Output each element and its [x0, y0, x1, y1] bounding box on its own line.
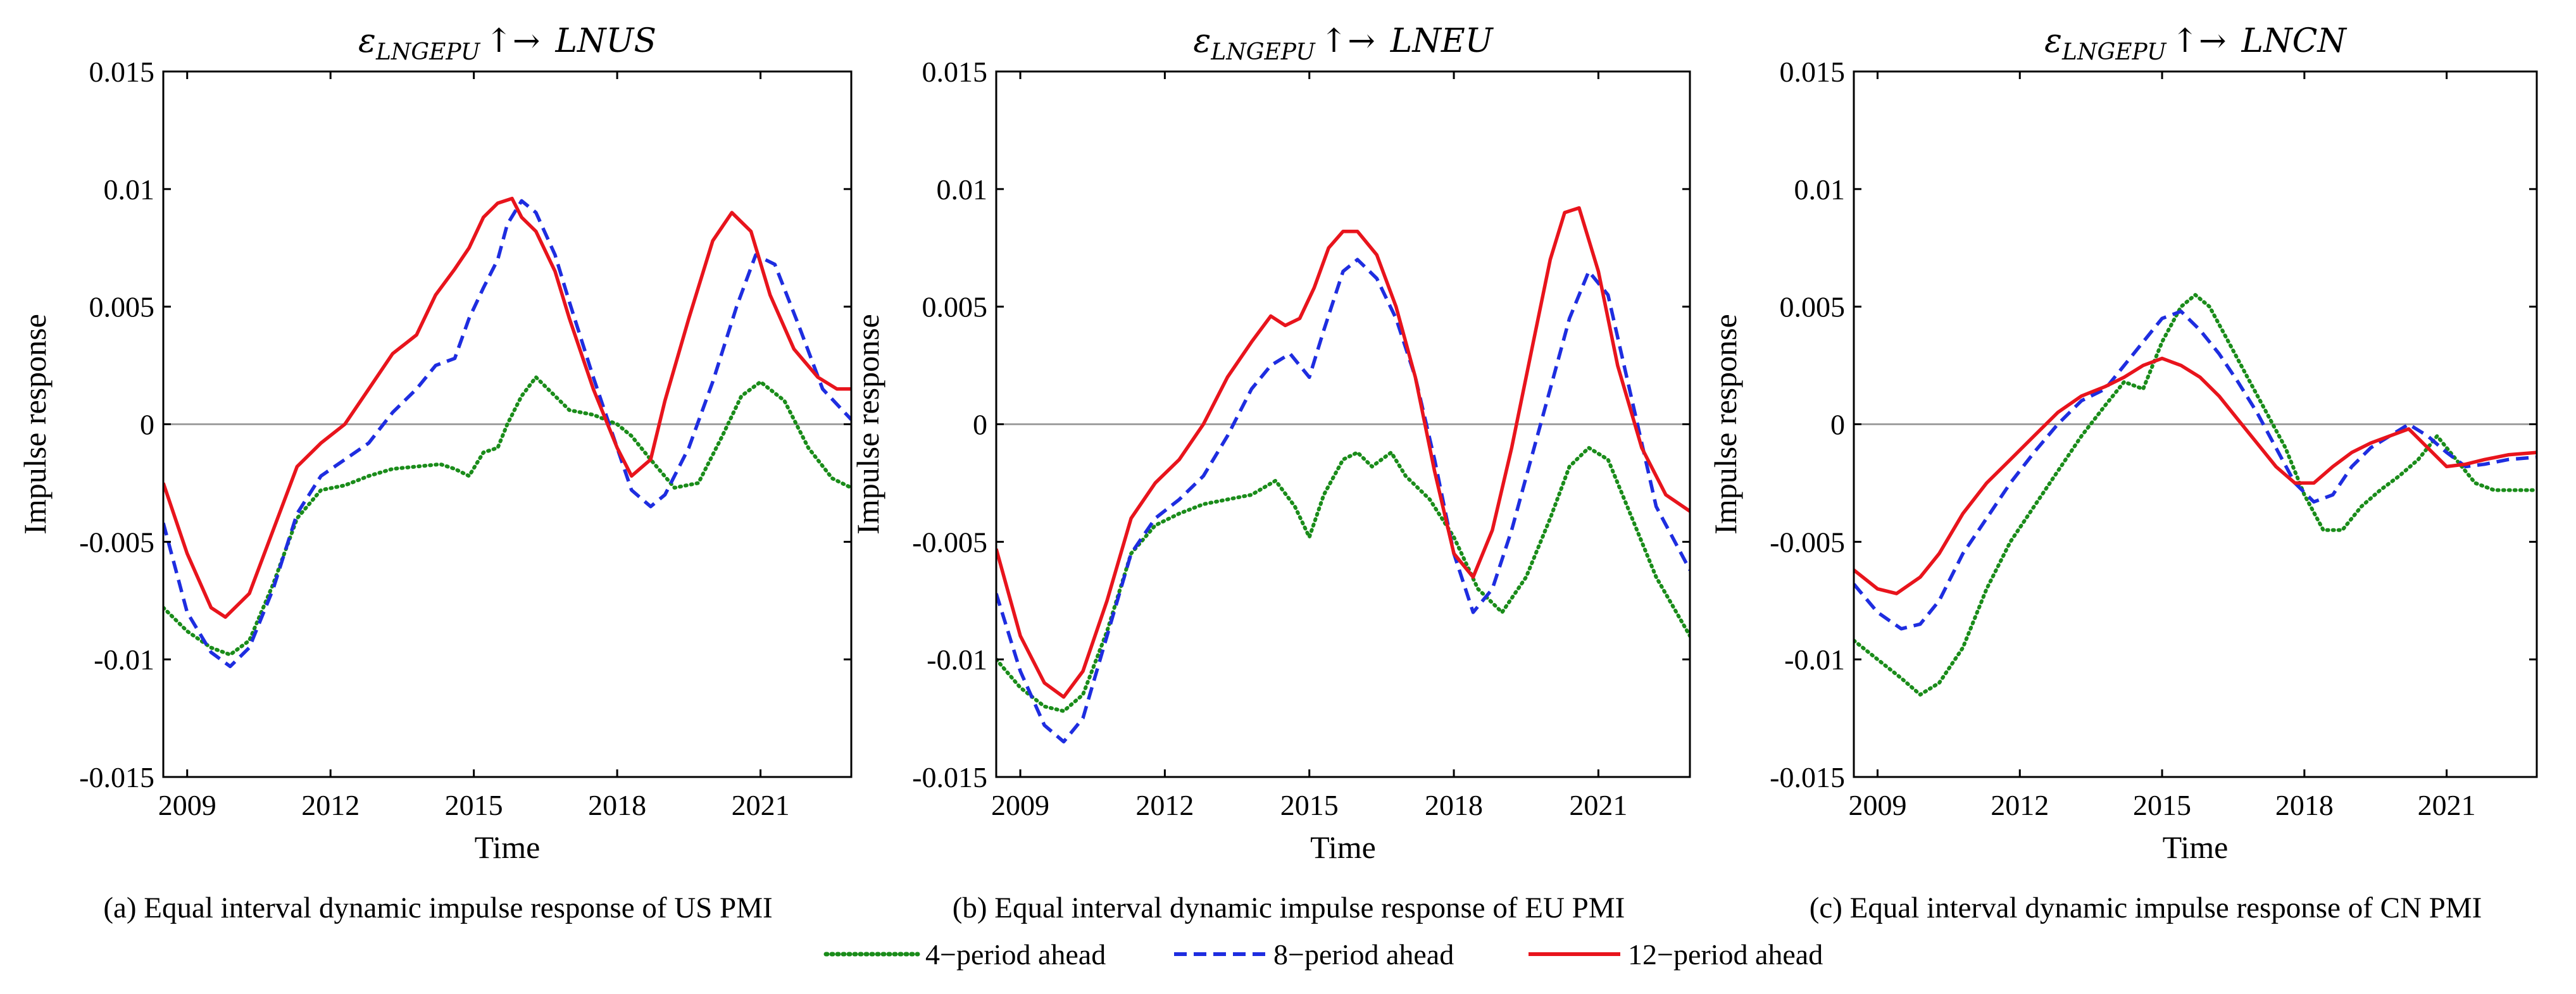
panel-c-xlabel: Time: [2163, 829, 2229, 865]
caption-a: (a) Equal interval dynamic impulse respo…: [103, 891, 772, 924]
panel-a-series-12-period-ahead: [163, 196, 851, 619]
panel-a-ylabel: Impulse response: [17, 314, 53, 535]
panel-c-ytick-label: 0.005: [1780, 291, 1846, 323]
legend-label-8-period: 8−period ahead: [1273, 938, 1454, 971]
panel-a-ytick-label: 0.01: [104, 173, 155, 206]
panel-c-ytick-label: -0.01: [1784, 643, 1845, 676]
panel-b-ytick-label: -0.015: [912, 761, 987, 793]
caption-c: (c) Equal interval dynamic impulse respo…: [1810, 891, 2482, 924]
panel-a-xtick-label: 2021: [732, 789, 790, 821]
panel-c: -0.015 -0.01 -0.005 0 0.005 0.01 0.015 2009 2012…: [1708, 22, 2538, 865]
panel-b-title: εLNGEPU ↑→ LNEU: [1193, 22, 1494, 65]
panel-b-xlabel: Time: [1310, 829, 1376, 865]
panel-b-ytick-label: -0.005: [912, 526, 987, 558]
panel-a-ytick-label: -0.005: [79, 526, 154, 558]
panel-b: -0.015 -0.01 -0.005 0 0.005 0.01 0.015 2009 2012…: [850, 22, 1691, 865]
panel-c-ytick-label: 0.01: [1794, 173, 1846, 206]
panel-c-ytick-label: 0: [1830, 409, 1845, 441]
panel-a-xtick-label: 2009: [158, 789, 216, 821]
caption-b: (b) Equal interval dynamic impulse respo…: [953, 891, 1625, 924]
panel-c-xtick-label: 2012: [1991, 789, 2049, 821]
panel-a-ytick-label: -0.015: [79, 761, 154, 793]
panel-a-ytick-label: 0.005: [89, 291, 155, 323]
legend-label-12-period: 12−period ahead: [1628, 938, 1823, 971]
panel-b-ylabel: Impulse response: [850, 314, 885, 535]
panel-a-series-8-period-ahead: [163, 199, 851, 669]
panel-c-ytick-label: -0.005: [1770, 526, 1845, 558]
panel-a-ytick-label: -0.01: [94, 643, 154, 676]
panel-c-ylabel: Impulse response: [1708, 314, 1743, 535]
legend: 4−period ahead 8−period ahead 12−period …: [823, 938, 1823, 971]
panel-b-series-12-period-ahead: [996, 206, 1690, 699]
panel-c-xtick-label: 2015: [2133, 789, 2191, 821]
panel-b-series-8-period-ahead: [996, 258, 1690, 744]
panel-c-xtick-label: 2021: [2418, 789, 2476, 821]
panel-c-ytick-label: -0.015: [1770, 761, 1845, 793]
panel-b-ytick-label: 0.015: [922, 56, 988, 88]
panel-b-xtick-label: 2018: [1425, 789, 1483, 821]
panel-c-title: εLNGEPU ↑→ LNCN: [2044, 22, 2347, 65]
panel-c-xtick-label: 2009: [1848, 789, 1906, 821]
panel-a: -0.015 -0.01 -0.005 0 0.005 0.01 0.015 2009 2012…: [17, 22, 853, 865]
panel-c-xtick-label: 2018: [2275, 789, 2334, 821]
panel-a-ytick-label: 0: [140, 409, 154, 441]
panel-b-ytick-label: 0.01: [937, 173, 988, 206]
panel-a-title: εLNGEPU ↑→ LNUS: [358, 22, 656, 65]
panel-c-series-8-period-ahead: [1854, 309, 2537, 631]
panel-b-ytick-label: 0.005: [922, 291, 988, 323]
panel-a-xlabel: Time: [475, 829, 541, 865]
panel-a-xtick-label: 2015: [445, 789, 503, 821]
panel-b-xtick-label: 2021: [1569, 789, 1627, 821]
panel-a-xtick-label: 2012: [301, 789, 360, 821]
panel-b-xtick-label: 2009: [991, 789, 1049, 821]
panel-c-ytick-label: 0.015: [1780, 56, 1846, 88]
panel-b-ytick-label: -0.01: [927, 643, 987, 676]
panel-b-xtick-label: 2015: [1280, 789, 1339, 821]
panel-b-xtick-label: 2012: [1135, 789, 1194, 821]
panel-b-ytick-label: 0: [973, 409, 987, 441]
panel-c-series-12-period-ahead: [1854, 356, 2537, 595]
panel-a-xtick-label: 2018: [588, 789, 646, 821]
panel-c-series-4-period-ahead: [1854, 293, 2537, 697]
panel-a-ytick-label: 0.015: [89, 56, 155, 88]
legend-label-4-period: 4−period ahead: [925, 938, 1106, 971]
panel-b-series-4-period-ahead: [996, 445, 1690, 713]
